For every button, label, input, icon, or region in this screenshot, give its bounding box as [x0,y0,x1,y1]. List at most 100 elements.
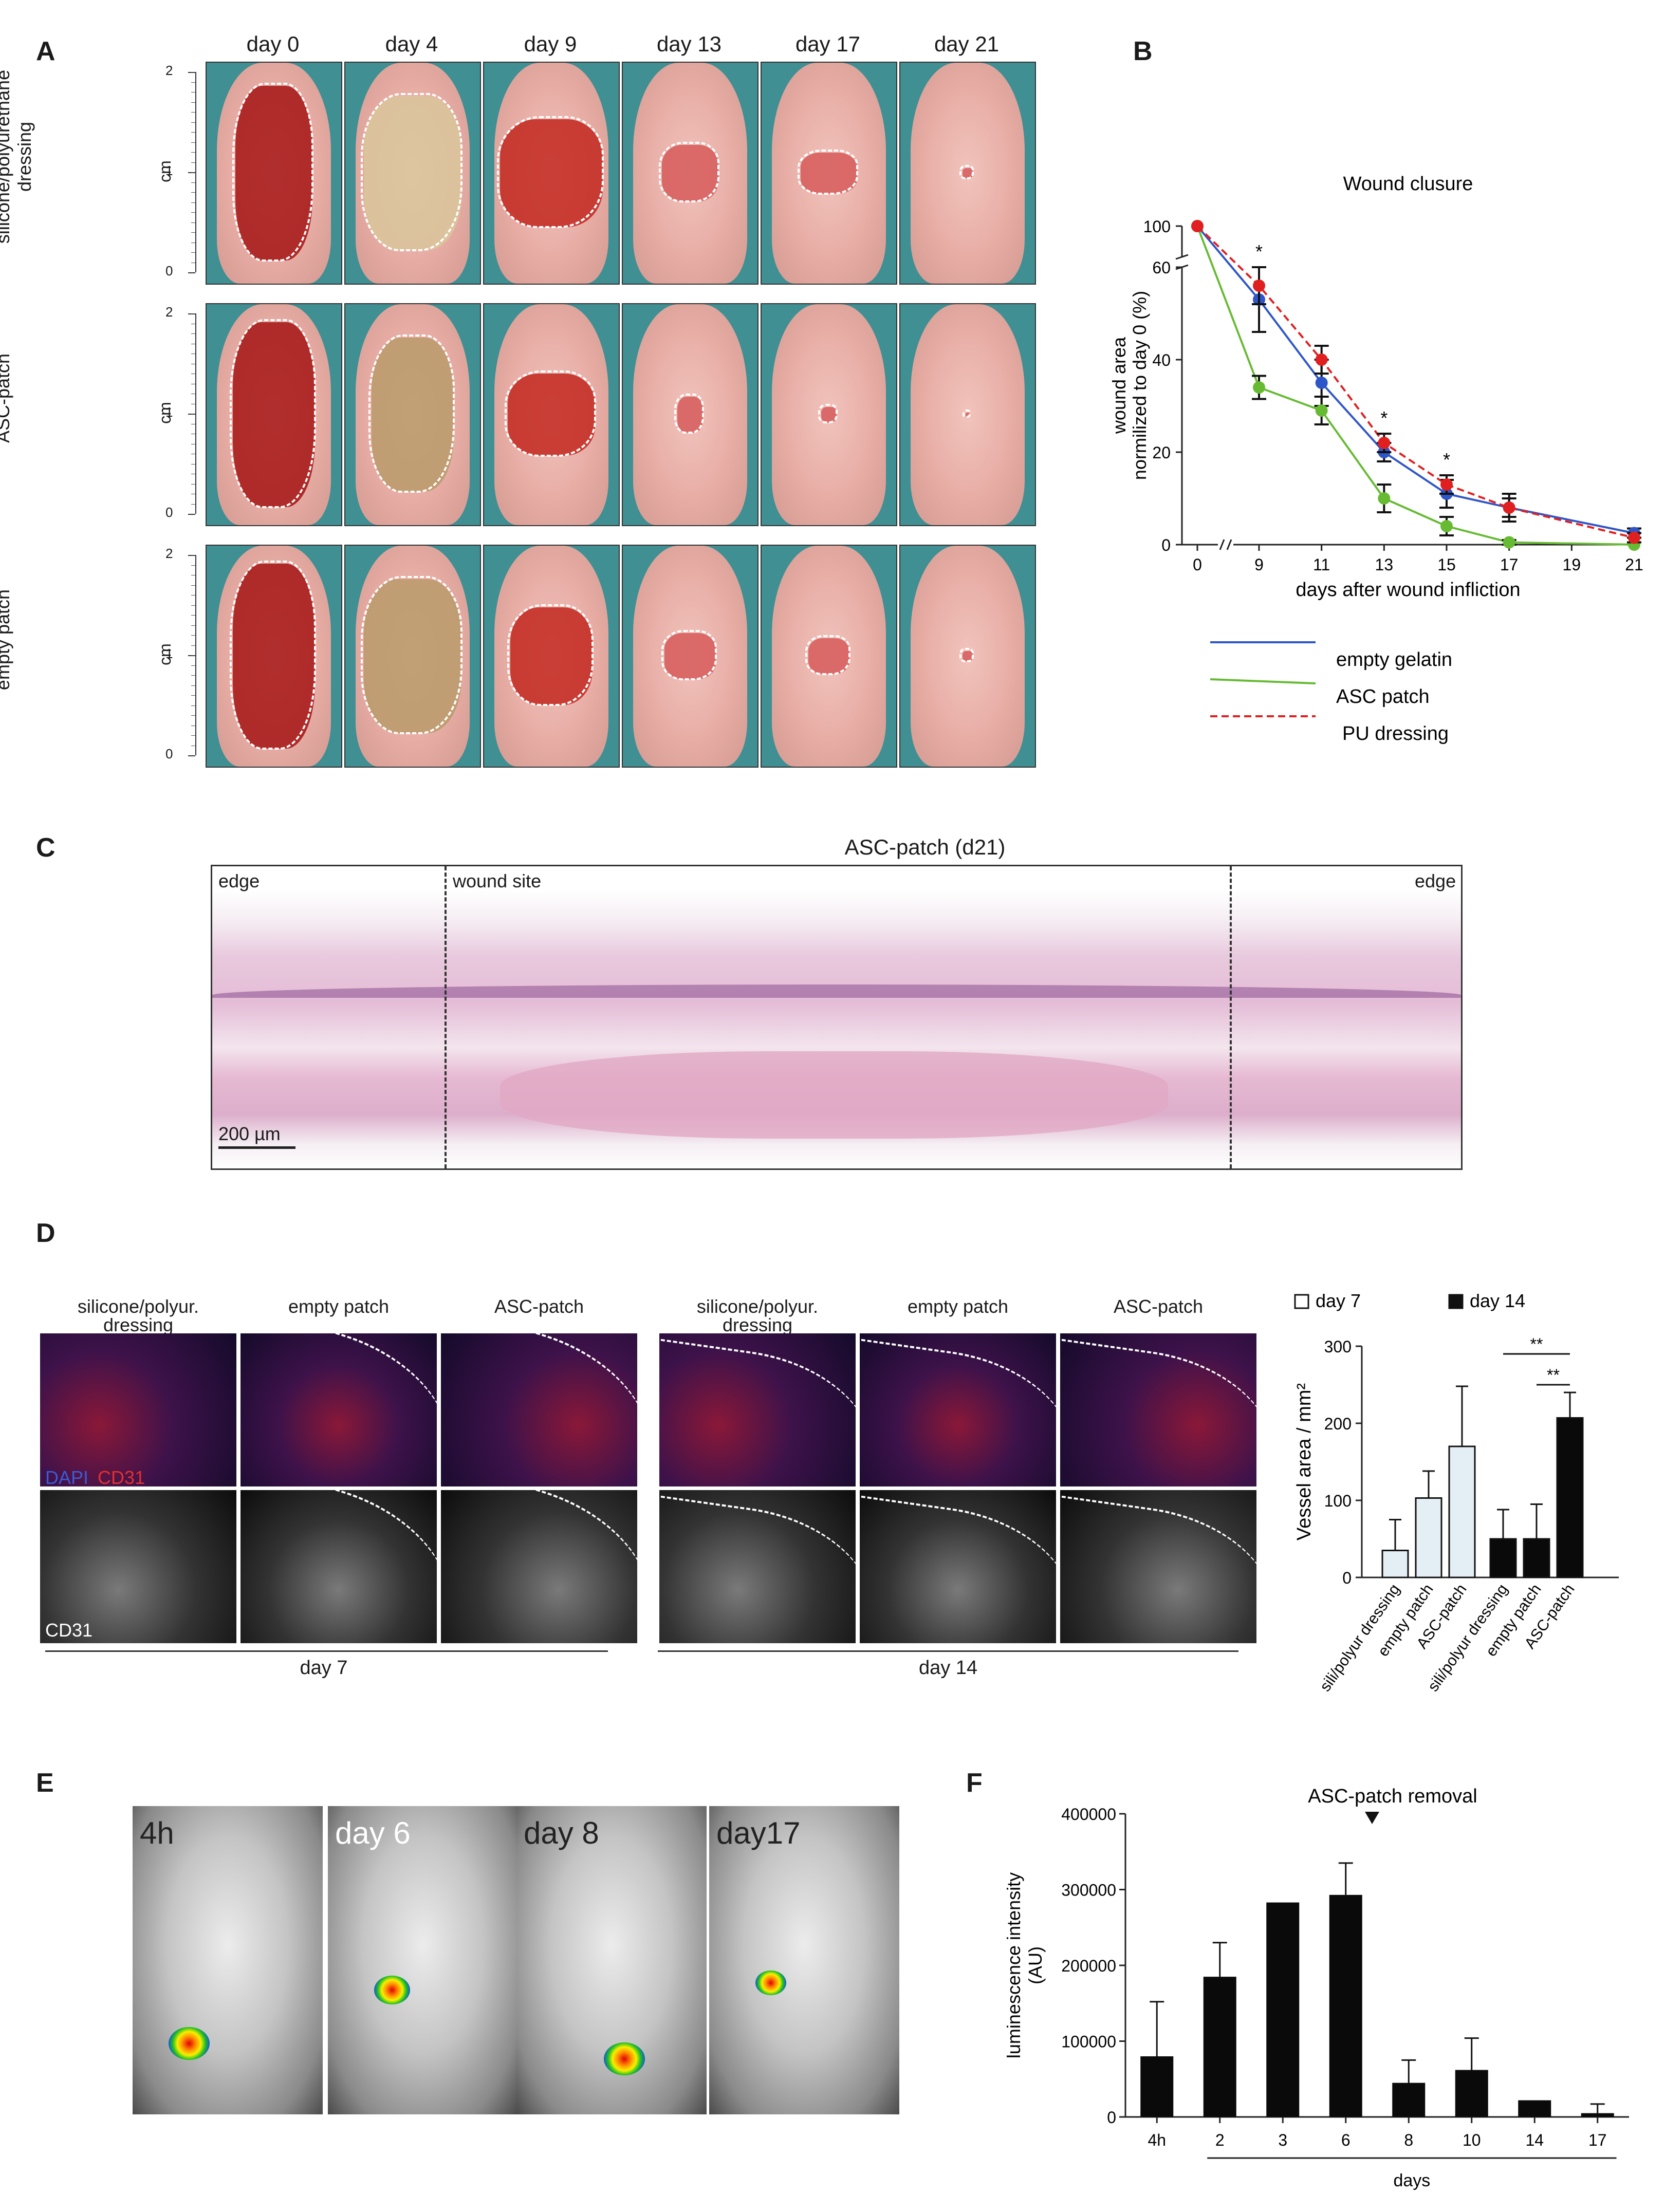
day7-label: day 7 [300,1657,348,1679]
cd31-label: CD31 [98,1467,145,1488]
y-tick-label: 200000 [1061,1957,1116,1975]
histology-title: ASC-patch (d21) [844,835,1006,859]
tissue-boundary [860,1339,1056,1486]
wound-site-label: wound site [453,870,542,891]
ruler-minor-tick [191,313,195,314]
x-tick-label: 0 [1193,555,1202,574]
ruler-tick-label: 0 [165,505,173,520]
wound-outline [963,410,971,418]
y-axis-label: wound area [1108,337,1130,434]
ruler [180,313,196,514]
tissue-boundary [860,1495,1056,1643]
day-header: day 13 [656,32,722,56]
timepoint-label: day17 [716,1816,801,1850]
y-tick-label: 400000 [1061,1805,1116,1824]
significance-mark: ** [1530,1335,1543,1353]
panel-c-letter: C [36,833,55,863]
ruler-minor-tick [191,615,195,616]
wound-photo [899,545,1036,768]
legend-label: day 14 [1470,1290,1525,1311]
bar [1140,2056,1174,2117]
tissue-boundary [1060,1495,1256,1643]
mouse-image: day17 [709,1806,899,2114]
ruler-minor-tick [191,222,195,223]
edge-left-label: edge [218,870,260,891]
data-point [1253,381,1265,394]
ruler-minor-tick [191,625,195,626]
bar [1581,2113,1614,2117]
dapi-cd31-stain-label: DAPI CD31 [45,1467,145,1489]
day14-label: day 14 [918,1657,978,1679]
y-tick-label: 100 [1143,217,1171,236]
ruler-minor-tick [191,605,195,606]
wound-outline [230,319,316,508]
day14-bracket [658,1650,1238,1652]
day-header: day 21 [934,32,1000,56]
y-axis-label: (AU) [1025,1946,1046,1984]
legend-label: ASC patch [1336,686,1430,708]
ruler-minor-tick [191,595,195,596]
ruler-minor-tick [191,635,195,636]
ruler [180,72,196,272]
mouse-image: day 8 [516,1806,707,2114]
timepoint-label: 4h [140,1816,174,1850]
wound-photo [206,62,342,285]
wound-outline [959,165,974,179]
x-tick-label: 8 [1404,2131,1413,2149]
y-axis-label: normilized to day 0 (%) [1129,291,1150,480]
x-axis-break-mark [1226,539,1232,550]
cd31-grayscale-image [659,1490,856,1643]
ruler-minor-tick [191,735,195,736]
y-tick-label: 300000 [1061,1881,1116,1900]
cd31-grayscale-image [1060,1490,1256,1643]
ruler-tick [188,755,195,756]
x-tick-label: 13 [1375,555,1394,574]
ruler-minor-tick [191,675,195,676]
timepoint-label: day 6 [335,1816,411,1850]
annotation-arrow [1365,1812,1379,1824]
y-tick-label: 0 [1161,536,1171,554]
legend-label: empty gelatin [1336,649,1452,671]
day-header: day 17 [795,32,861,56]
ruler-minor-tick [191,585,195,586]
ruler-minor-tick [191,565,195,566]
dapi-cd31-image [441,1333,637,1486]
day-header: day 9 [524,32,577,56]
day-header: day 0 [246,32,300,56]
legend-swatch [1448,1294,1464,1309]
data-point [1440,520,1453,532]
bar [1455,2070,1488,2117]
wound-photo [622,545,758,768]
ruler-minor-tick [191,685,195,686]
wound-photo [622,303,758,526]
ruler-tick [188,72,195,73]
x-tick-label: 15 [1437,555,1456,574]
tissue-boundary [240,1333,437,1486]
wound-outline [659,142,719,202]
x-tick-label: 10 [1463,2131,1481,2149]
ruler-minor-tick [191,333,195,334]
dapi-cd31-image [40,1333,236,1486]
wound-photo [899,303,1036,526]
scale-bar [218,1146,295,1149]
ruler-minor-tick [191,484,195,485]
tissue-boundary [240,1490,437,1643]
ruler-tick-label: 1 [165,646,173,661]
ruler-minor-tick [191,102,195,103]
ruler-minor-tick [191,162,195,163]
bar [1523,1538,1550,1578]
muscle-layer [500,1051,1168,1139]
ruler-minor-tick [191,212,195,213]
wound-outline [507,604,594,706]
cd31-grayscale-image [441,1490,637,1643]
wound-outline [232,83,313,262]
bar [1415,1497,1442,1578]
data-point [1315,354,1328,366]
ruler-minor-tick [191,252,195,253]
wound-photo [622,62,758,285]
epidermis-band [212,984,1461,998]
tissue-boundary [659,1339,856,1486]
ruler-minor-tick [191,202,195,203]
series-line-pu-dressing [1196,225,1635,539]
legend-label: PU dressing [1342,723,1449,745]
